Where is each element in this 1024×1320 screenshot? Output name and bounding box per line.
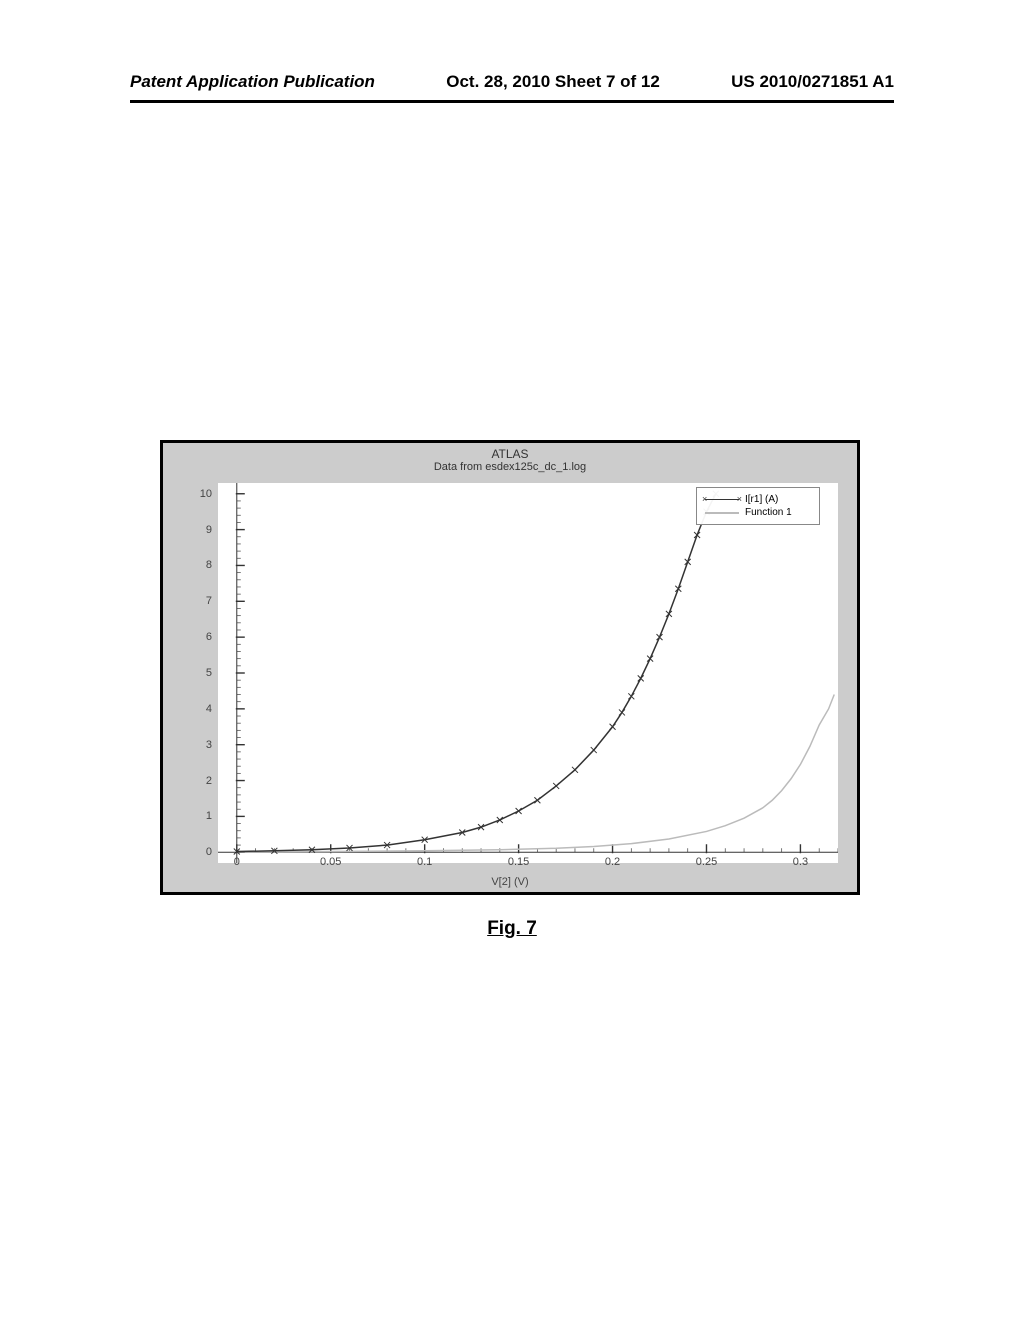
header-center: Oct. 28, 2010 Sheet 7 of 12: [446, 72, 660, 92]
y-tick-label: 9: [206, 524, 212, 536]
figure-caption: Fig. 7: [0, 918, 1024, 940]
y-tick-label: 6: [206, 631, 212, 643]
plot-area: × × I[r1] (A) Function 1: [218, 483, 838, 863]
x-tick-label: 0.1: [417, 856, 432, 868]
legend-item-1: × × I[r1] (A): [705, 494, 811, 505]
header-right: US 2010/0271851 A1: [731, 72, 894, 92]
x-tick-label: 0.2: [605, 856, 620, 868]
y-tick-label: 10: [200, 488, 212, 500]
legend-swatch-series1: × ×: [705, 496, 739, 504]
chart-subtitle: Data from esdex125c_dc_1.log: [163, 461, 857, 475]
x-axis-label: V[2] (V): [163, 876, 857, 888]
y-tick-label: 4: [206, 703, 212, 715]
y-tick-label: 7: [206, 595, 212, 607]
y-tick-label: 3: [206, 739, 212, 751]
header-left: Patent Application Publication: [130, 72, 375, 92]
legend-item-2: Function 1: [705, 507, 811, 518]
chart-frame: ATLAS Data from esdex125c_dc_1.log × × I…: [160, 440, 860, 895]
legend-swatch-series2: [705, 512, 739, 514]
x-tick-label: 0.25: [696, 856, 717, 868]
x-tick-label: 0.3: [793, 856, 808, 868]
legend-label-2: Function 1: [745, 507, 792, 518]
y-tick-label: 5: [206, 667, 212, 679]
plot-svg: [218, 483, 838, 863]
y-tick-label: 8: [206, 559, 212, 571]
legend: × × I[r1] (A) Function 1: [696, 487, 820, 525]
x-tick-label: 0: [234, 856, 240, 868]
x-tick-label: 0.05: [320, 856, 341, 868]
y-tick-label: 0: [206, 846, 212, 858]
page-header: Patent Application Publication Oct. 28, …: [0, 72, 1024, 92]
header-divider: [130, 100, 894, 103]
legend-label-1: I[r1] (A): [745, 494, 778, 505]
chart-title: ATLAS: [163, 443, 857, 461]
y-tick-label: 2: [206, 775, 212, 787]
y-tick-label: 1: [206, 810, 212, 822]
x-tick-label: 0.15: [508, 856, 529, 868]
